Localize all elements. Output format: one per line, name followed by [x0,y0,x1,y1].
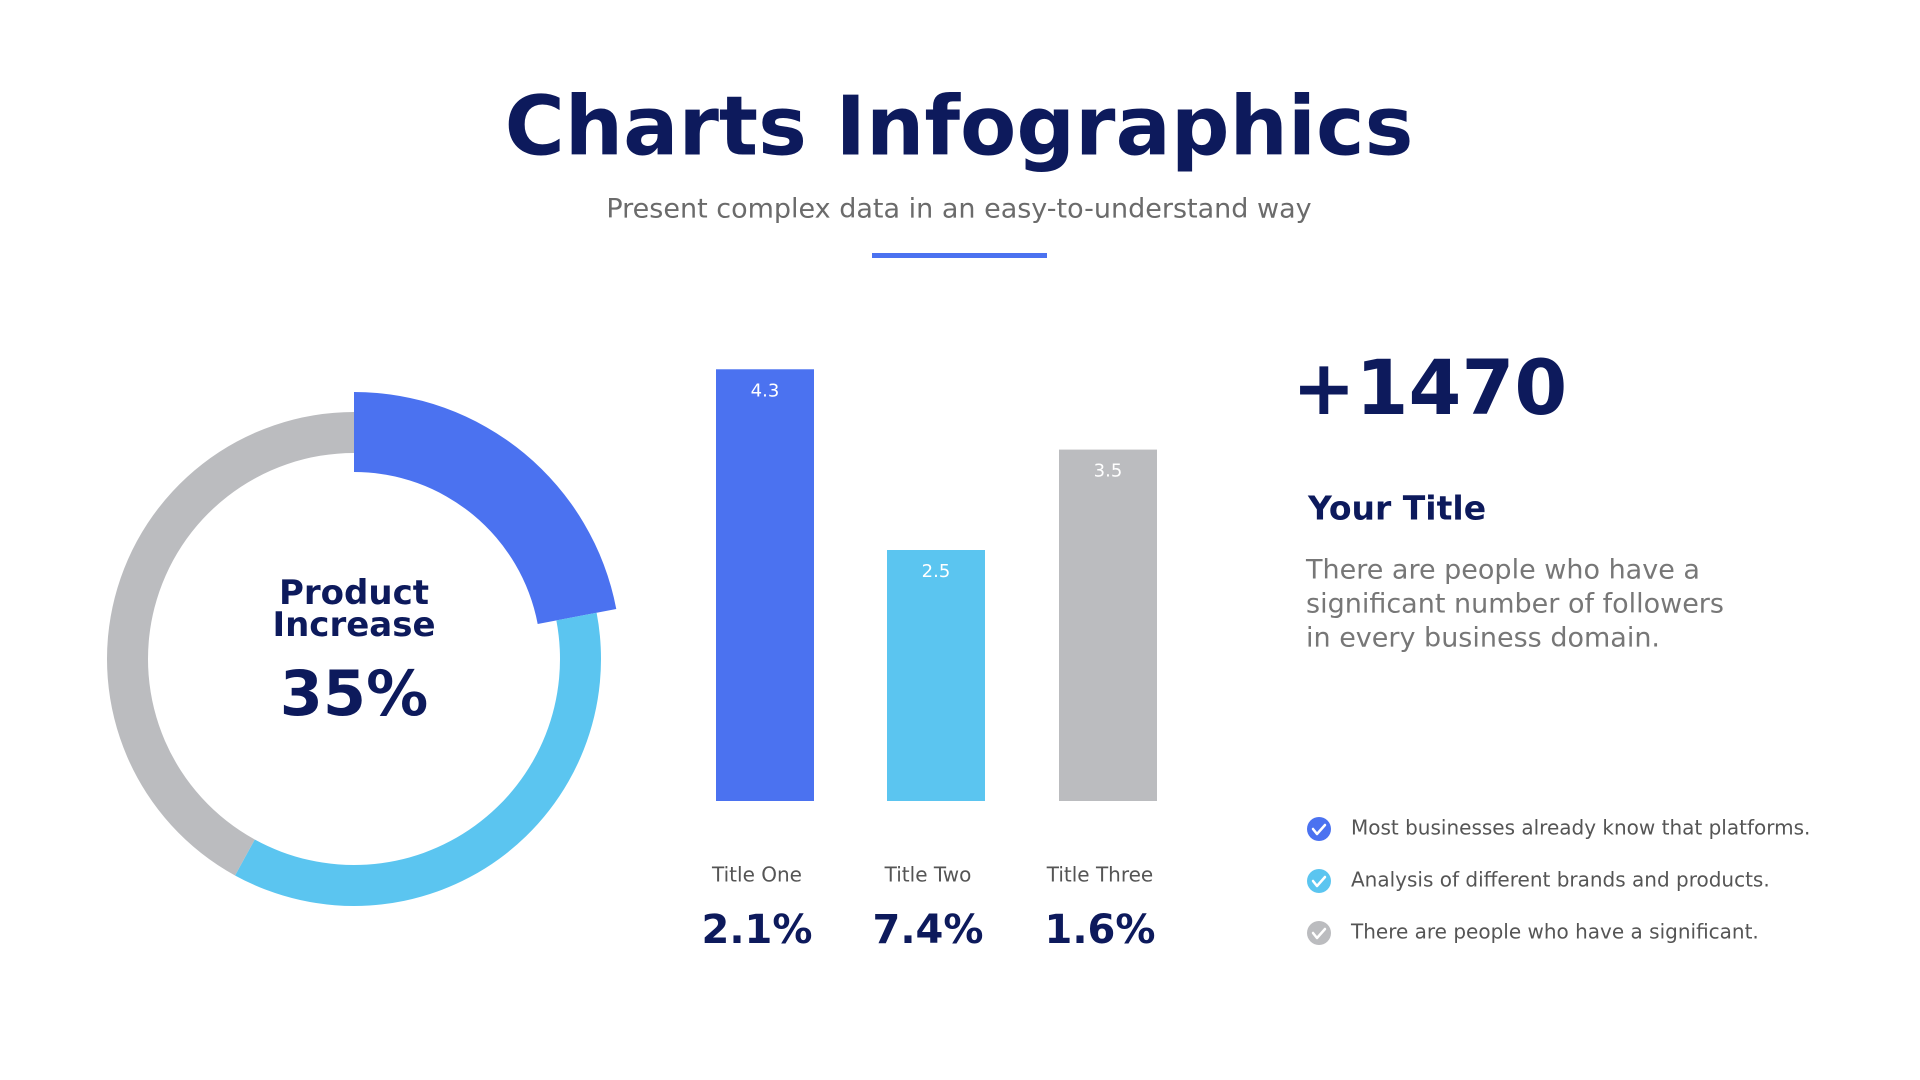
bar-category-label: Title Two [884,863,972,887]
list-text: There are people who have a significant. [1350,920,1759,944]
stat-value: +1470 [1292,343,1567,432]
bar-secondary-label: 7.4% [873,907,984,953]
stat-description: There are people who have a [1305,555,1700,586]
stat-title: Your Title [1307,489,1486,528]
bar-value-label: 3.5 [1094,461,1123,482]
donut-segment [354,392,617,624]
bar [716,369,814,801]
list-text: Analysis of different brands and product… [1351,868,1770,892]
list-check [1311,875,1327,888]
subtitle: Present complex data in an easy-to-under… [606,194,1311,225]
donut-center-value: 35% [280,657,428,730]
stat-description: significant number of followers [1306,589,1724,620]
donut-segment [235,612,601,906]
list-check [1311,927,1327,940]
donut-center-label: Product Increase [272,573,435,645]
stat-description: in every business domain. [1306,623,1660,654]
title: Charts Infographics [505,79,1414,174]
bar-value-label: 2.5 [922,561,951,582]
bar-category-label: Title One [711,863,802,887]
list-icon [1307,869,1331,893]
bar-secondary-label: 2.1% [702,907,813,953]
bar-category-label: Title Three [1046,863,1154,887]
bar-value-label: 4.3 [751,380,780,401]
bar [1059,449,1157,801]
list-check [1311,823,1327,836]
donut-segment [106,412,354,876]
bar [887,550,985,801]
list-text: Most businesses already know that platfo… [1351,816,1810,840]
list-icon [1307,921,1331,945]
bar-secondary-label: 1.6% [1045,907,1156,953]
list-icon [1307,817,1331,841]
title-underline [872,253,1047,258]
